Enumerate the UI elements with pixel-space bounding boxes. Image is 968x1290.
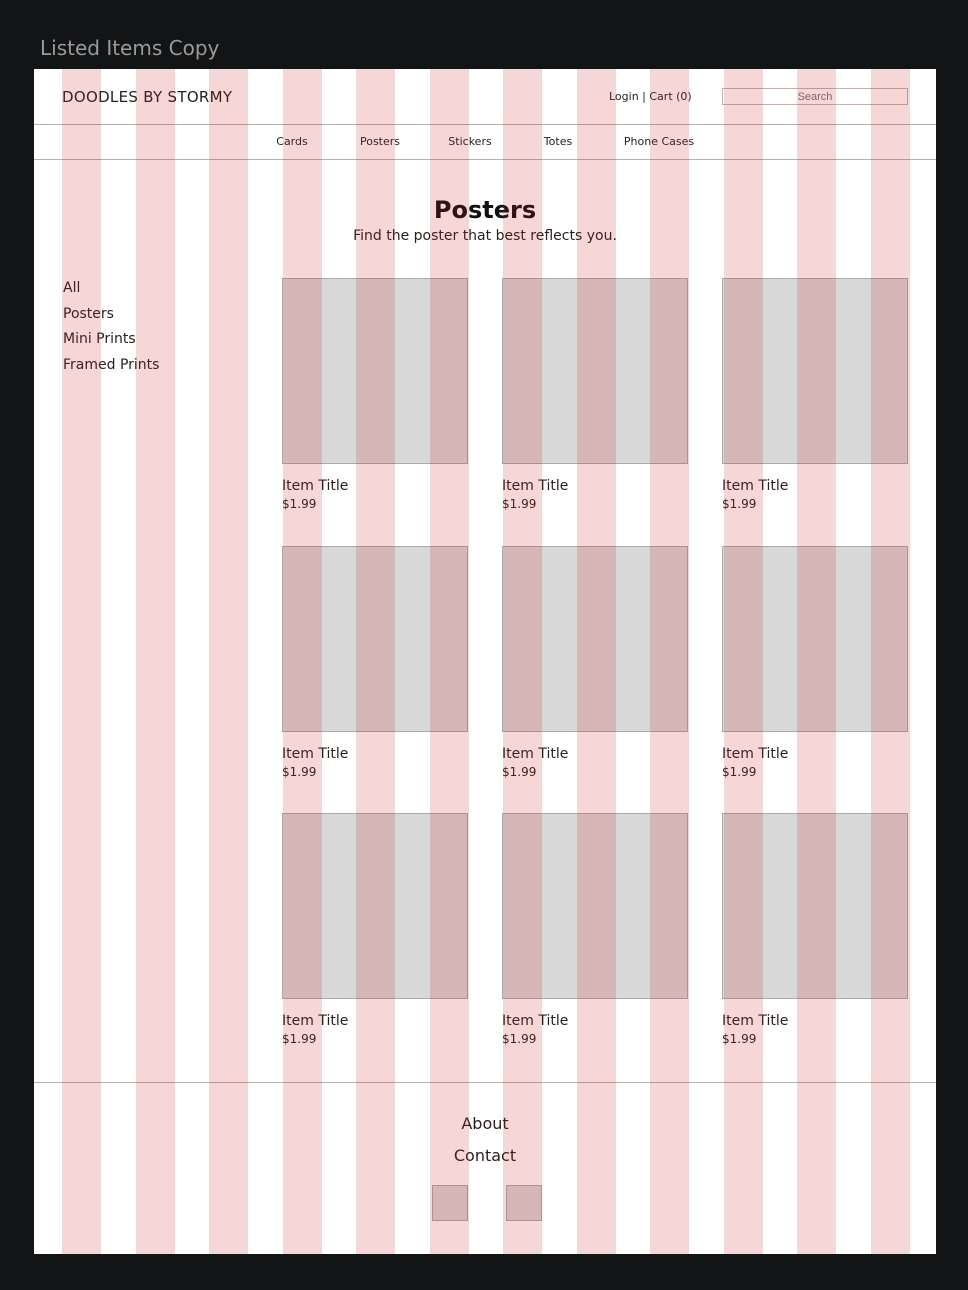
artboard: DOODLES BY STORMY Login | Cart (0) Cards… bbox=[34, 69, 936, 1254]
product-title[interactable]: Item Title bbox=[282, 1013, 349, 1029]
logo[interactable]: DOODLES BY STORMY bbox=[62, 88, 233, 106]
product-price: $1.99 bbox=[722, 497, 757, 511]
product-title[interactable]: Item Title bbox=[722, 746, 789, 762]
login-cart-link[interactable]: Login | Cart (0) bbox=[609, 90, 692, 103]
search-input[interactable] bbox=[722, 88, 908, 105]
page-subtitle: Find the poster that best reflects you. bbox=[353, 228, 617, 244]
product-price: $1.99 bbox=[282, 765, 317, 779]
product-title[interactable]: Item Title bbox=[282, 478, 349, 494]
sidebar-item-posters[interactable]: Posters bbox=[63, 306, 114, 322]
product-price: $1.99 bbox=[722, 1032, 757, 1046]
sidebar-item-all[interactable]: All bbox=[63, 280, 81, 296]
product-title[interactable]: Item Title bbox=[502, 746, 569, 762]
page-title: Posters bbox=[433, 196, 537, 224]
nav-stickers[interactable]: Stickers bbox=[448, 135, 492, 148]
product-image-placeholder[interactable] bbox=[282, 813, 468, 999]
product-price: $1.99 bbox=[722, 765, 757, 779]
footer-divider bbox=[34, 1082, 936, 1083]
product-title[interactable]: Item Title bbox=[502, 478, 569, 494]
product-image-placeholder[interactable] bbox=[282, 278, 468, 464]
sidebar-item-mini-prints[interactable]: Mini Prints bbox=[63, 331, 136, 347]
nav-phone-cases[interactable]: Phone Cases bbox=[623, 135, 695, 148]
product-image-placeholder[interactable] bbox=[502, 813, 688, 999]
product-title[interactable]: Item Title bbox=[502, 1013, 569, 1029]
product-title[interactable]: Item Title bbox=[722, 478, 789, 494]
product-image-placeholder[interactable] bbox=[722, 278, 908, 464]
product-price: $1.99 bbox=[502, 765, 537, 779]
social-icon[interactable] bbox=[506, 1185, 542, 1221]
nav-posters[interactable]: Posters bbox=[359, 135, 401, 148]
product-price: $1.99 bbox=[282, 497, 317, 511]
product-title[interactable]: Item Title bbox=[282, 746, 349, 762]
product-title[interactable]: Item Title bbox=[722, 1013, 789, 1029]
product-image-placeholder[interactable] bbox=[722, 546, 908, 732]
footer-about-link[interactable]: About bbox=[461, 1114, 509, 1133]
sidebar-item-framed-prints[interactable]: Framed Prints bbox=[63, 357, 160, 373]
grid-column bbox=[62, 69, 101, 1254]
footer-contact-link[interactable]: Contact bbox=[453, 1146, 517, 1165]
grid-column bbox=[135, 69, 175, 1254]
product-price: $1.99 bbox=[282, 1032, 317, 1046]
nav-totes[interactable]: Totes bbox=[543, 135, 573, 148]
product-image-placeholder[interactable] bbox=[722, 813, 908, 999]
grid-column bbox=[209, 69, 248, 1254]
product-image-placeholder[interactable] bbox=[502, 546, 688, 732]
product-image-placeholder[interactable] bbox=[502, 278, 688, 464]
header-divider bbox=[34, 124, 936, 125]
frame-title: Listed Items Copy bbox=[40, 36, 220, 60]
product-price: $1.99 bbox=[502, 1032, 537, 1046]
nav-divider bbox=[34, 159, 936, 160]
product-price: $1.99 bbox=[502, 497, 537, 511]
nav-cards[interactable]: Cards bbox=[276, 135, 308, 148]
social-icon[interactable] bbox=[432, 1185, 468, 1221]
product-image-placeholder[interactable] bbox=[282, 546, 468, 732]
